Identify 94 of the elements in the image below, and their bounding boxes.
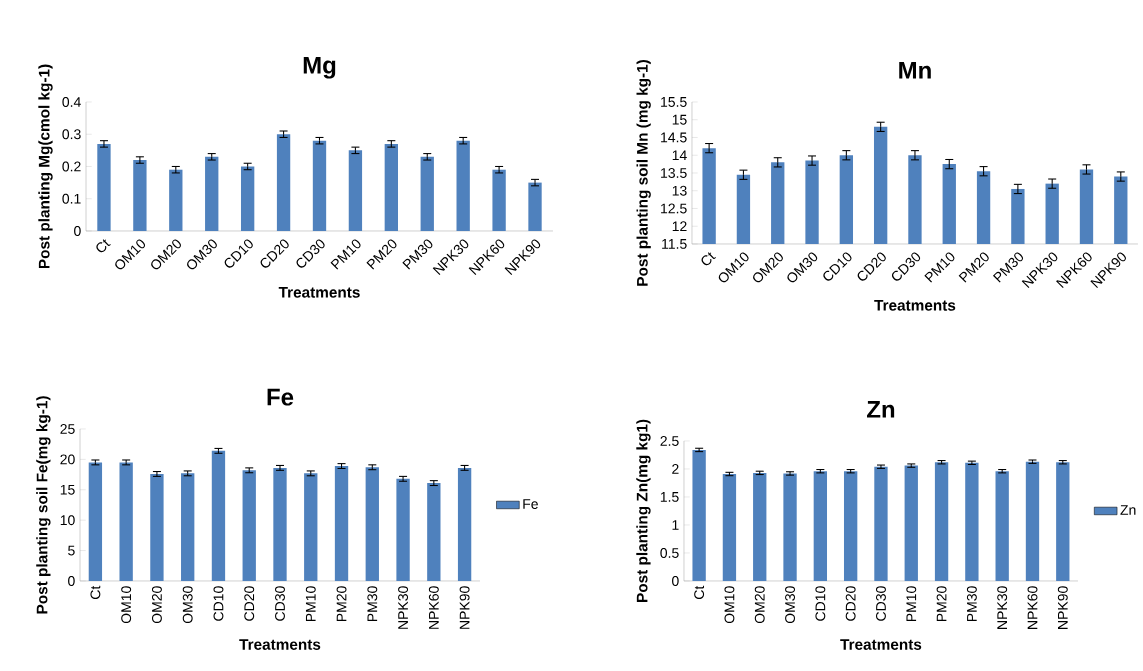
x-tick-label: PM20 [336, 586, 347, 622]
bar [312, 140, 327, 231]
bar [205, 156, 219, 231]
bar [169, 169, 183, 231]
y-axis-title: Post planting Zn(mg kg1) [636, 419, 651, 602]
bar [242, 470, 256, 581]
y-tick-label: 15.5 [661, 97, 687, 107]
bar [97, 143, 111, 231]
chart-title: Zn [867, 401, 895, 418]
x-axis-title: Treatments [840, 639, 922, 650]
bar [150, 473, 164, 581]
x-tick-label: PM30 [367, 586, 378, 622]
x-axis-title: Treatments [239, 639, 321, 650]
x-tick-label: NPK30 [398, 586, 409, 629]
y-tick-label: 0 [74, 226, 81, 236]
y-tick-label: 13 [672, 185, 687, 196]
bar [427, 483, 441, 581]
legend-label: Fe [523, 499, 538, 509]
x-tick-label: CD20 [244, 586, 255, 621]
x-tick-label: NPK60 [1027, 586, 1038, 629]
y-axis-title: Post planting soil Mn (mg kg-1) [636, 60, 651, 286]
x-tick-label: CD30 [275, 586, 285, 621]
bar [365, 467, 379, 581]
x-tick-label: Ct [694, 585, 705, 599]
x-tick-label: Ct [90, 585, 101, 599]
x-axis-title: Treatments [278, 287, 360, 298]
x-tick-label: OM30 [785, 586, 796, 624]
chart-title: Mg [303, 57, 336, 79]
bar [456, 140, 470, 231]
y-tick-label: 0.1 [62, 193, 81, 204]
x-tick-label: PM30 [966, 586, 977, 622]
y-tick-label: 0.3 [62, 129, 81, 140]
x-tick-label: NPK30 [997, 586, 1008, 629]
y-axis-title: Post planting soil Fe(mg kg-1) [36, 396, 51, 614]
bar [276, 134, 291, 231]
bar [181, 473, 195, 581]
y-tick-label: 0.4 [62, 97, 81, 107]
y-tick-label: 0.5 [660, 548, 679, 558]
y-tick-label: 15 [672, 114, 687, 125]
chart-title: Fe [267, 388, 294, 406]
y-tick-label: 13.5 [661, 168, 687, 178]
x-tick-label: CD20 [845, 586, 856, 621]
y-tick-label: 0 [672, 576, 679, 586]
bar [528, 182, 542, 231]
x-tick-label: NPK90 [459, 586, 470, 629]
bar [88, 462, 103, 581]
bar [334, 466, 349, 581]
bar [119, 462, 133, 581]
chart-title: Mn [899, 62, 931, 79]
y-tick-label: 2 [672, 464, 679, 474]
y-tick-label: 0.2 [62, 161, 81, 172]
y-tick-label: 14.5 [661, 132, 687, 143]
x-tick-label: NPK60 [428, 586, 439, 629]
y-tick-label: 2.5 [660, 436, 679, 446]
x-tick-label: PM10 [906, 586, 917, 622]
bar [457, 467, 472, 581]
bar [133, 160, 147, 231]
bar [273, 467, 287, 581]
y-tick-label: 15 [60, 484, 75, 495]
x-tick-label: PM10 [305, 586, 316, 622]
x-tick-label: Ct [96, 239, 111, 253]
y-tick-label: 25 [60, 424, 75, 434]
bar [420, 156, 434, 231]
y-tick-label: 20 [60, 454, 75, 465]
bar [396, 478, 410, 581]
y-tick-label: 1 [672, 520, 679, 530]
y-tick-label: 0 [68, 576, 75, 586]
bar [492, 169, 506, 231]
y-tick-label: 14 [672, 150, 687, 161]
x-tick-label: OM10 [121, 586, 132, 624]
bar [240, 166, 255, 231]
x-tick-label: CD10 [815, 586, 826, 621]
x-tick-label: OM20 [754, 586, 765, 624]
y-tick-label: 5 [68, 545, 75, 556]
y-axis-title: Post planting Mg(cmol kg-1) [38, 64, 53, 269]
y-tick-label: 10 [60, 515, 75, 526]
x-tick-label: CD30 [876, 586, 886, 621]
x-tick-label: PM20 [936, 586, 947, 622]
y-tick-label: 12 [672, 221, 687, 232]
x-axis-title: Treatments [874, 300, 956, 311]
x-tick-label: CD10 [213, 586, 224, 621]
bar [384, 143, 398, 231]
bar [211, 450, 226, 581]
bar [304, 473, 318, 581]
x-tick-label: NPK90 [1057, 586, 1068, 629]
x-tick-label: OM20 [151, 586, 162, 624]
x-tick-label: OM30 [182, 586, 193, 624]
y-tick-label: 11.5 [662, 239, 687, 249]
x-tick-label: Ct [701, 252, 716, 266]
y-tick-label: 12.5 [661, 203, 687, 214]
bar [348, 150, 363, 231]
y-tick-label: 1.5 [660, 492, 679, 502]
x-tick-label: OM10 [724, 586, 735, 624]
legend-label: Zn [1120, 505, 1136, 515]
